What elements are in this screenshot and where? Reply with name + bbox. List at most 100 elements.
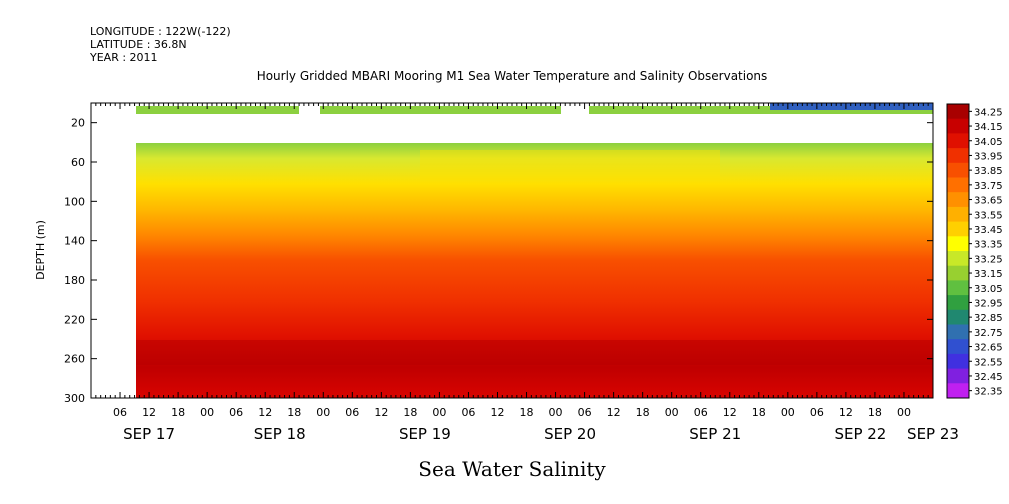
colorbar-label: 33.85: [974, 166, 1003, 177]
x-day-label: SEP 22: [834, 425, 886, 443]
x-hour-tick-label: 06: [694, 406, 708, 419]
x-hour-tick-label: 06: [578, 406, 592, 419]
x-day-label: SEP 17: [123, 425, 175, 443]
x-hour-tick-label: 12: [142, 406, 156, 419]
colorbar-label: 33.05: [974, 284, 1003, 295]
x-hour-tick-label: 00: [549, 406, 563, 419]
colorbar-label: 33.25: [974, 254, 1003, 265]
x-hour-tick-label: 00: [432, 406, 446, 419]
surface-band-3: [589, 106, 933, 114]
colorbar-swatch: [947, 133, 969, 149]
latitude-label: LATITUDE : 36.8N: [90, 38, 187, 51]
colorbar: 34.25 34.15 34.05 33.95 33.85 33.75 33.65 33.55…: [946, 103, 1003, 399]
x-day-label: SEP 19: [399, 425, 451, 443]
x-hour-tick-label: 12: [607, 406, 621, 419]
longitude-label: LONGITUDE : 122W(-122): [90, 25, 231, 38]
colorbar-swatch: [947, 118, 969, 134]
x-hour-tick-label: 18: [403, 406, 417, 419]
colorbar-swatch: [947, 309, 969, 325]
y-axis-label: DEPTH (m): [34, 220, 47, 280]
x-hour-tick-label: 06: [113, 406, 127, 419]
colorbar-swatch: [947, 251, 969, 267]
surface-band-1: [136, 106, 299, 114]
y-tick-label: 260: [64, 353, 85, 366]
colorbar-swatch: [947, 221, 969, 237]
colorbar-swatch: [947, 368, 969, 384]
colorbar-swatch: [947, 192, 969, 208]
x-hour-tick-label: 12: [490, 406, 504, 419]
colorbar-swatch: [947, 104, 969, 120]
x-hour-tick-label: 06: [461, 406, 475, 419]
y-tick-label: 300: [64, 392, 85, 405]
colorbar-swatch: [947, 236, 969, 252]
y-tick-label: 100: [64, 195, 85, 208]
colorbar-swatch: [947, 280, 969, 296]
x-hour-tick-label: 06: [229, 406, 243, 419]
colorbar-swatch: [947, 162, 969, 178]
x-day-label: SEP 20: [544, 425, 596, 443]
upper-yellow-band: [420, 150, 720, 180]
year-label: YEAR : 2011: [90, 51, 158, 64]
colorbar-label: 32.75: [974, 328, 1003, 339]
colorbar-label: 33.15: [974, 269, 1003, 280]
colorbar-label: 32.35: [974, 387, 1003, 398]
x-hour-tick-label: 18: [868, 406, 882, 419]
colorbar-swatch: [947, 353, 969, 370]
y-tick-label: 140: [64, 235, 85, 248]
colorbar-label: 32.55: [974, 357, 1003, 368]
colorbar-label: 33.55: [974, 210, 1003, 221]
y-tick-label: 60: [71, 156, 85, 169]
y-tick-label: 220: [64, 313, 85, 326]
x-hour-tick-label: 00: [897, 406, 911, 419]
colorbar-swatch: [947, 324, 969, 340]
x-day-label: SEP 18: [254, 425, 306, 443]
y-tick-label: 20: [71, 117, 85, 130]
colorbar-swatch: [947, 383, 969, 399]
colorbar-label: 33.45: [974, 225, 1003, 236]
deep-salinity-band: [136, 340, 933, 365]
colorbar-swatch: [947, 265, 969, 281]
colorbar-swatch: [947, 295, 969, 311]
y-axis: 20 60 100 140 180 220 260 300: [64, 117, 933, 405]
x-hour-tick-label: 12: [839, 406, 853, 419]
x-hour-tick-label: 00: [316, 406, 330, 419]
chart-title: Hourly Gridded MBARI Mooring M1 Sea Wate…: [257, 69, 768, 83]
colorbar-label: 32.95: [974, 298, 1003, 309]
x-hour-tick-label: 00: [781, 406, 795, 419]
x-hour-tick-label: 06: [345, 406, 359, 419]
colorbar-label: 34.25: [974, 107, 1003, 118]
colorbar-swatch: [947, 206, 969, 223]
x-day-label: SEP 23: [907, 425, 959, 443]
x-hour-tick-label: 12: [374, 406, 388, 419]
colorbar-swatch: [947, 177, 969, 193]
colorbar-swatch: [947, 148, 969, 164]
plot-area: [90, 102, 934, 399]
y-tick-label: 180: [64, 274, 85, 287]
x-axis-label: Sea Water Salinity: [418, 457, 606, 481]
x-hour-tick-label: 12: [723, 406, 737, 419]
surface-band-low-salinity: [770, 103, 933, 110]
x-hour-tick-label: 12: [258, 406, 272, 419]
colorbar-label: 32.85: [974, 313, 1003, 324]
colorbar-frame: [946, 103, 970, 399]
x-hour-tick-label: 18: [171, 406, 185, 419]
colorbar-label: 32.45: [974, 372, 1003, 383]
x-hour-tick-label: 18: [752, 406, 766, 419]
colorbar-label: 33.35: [974, 240, 1003, 251]
colorbar-label: 33.65: [974, 196, 1003, 207]
x-axis: 06 12 18 00 06 12 18 00 06 12 18 00 06 12 18 00 06 12 18 00…: [90, 103, 959, 443]
x-hour-tick-label: 18: [287, 406, 301, 419]
colorbar-label: 33.75: [974, 181, 1003, 192]
x-hour-tick-label: 06: [810, 406, 824, 419]
x-day-label: SEP 21: [689, 425, 741, 443]
x-hour-tick-label: 18: [520, 406, 534, 419]
colorbar-label: 34.15: [974, 122, 1003, 133]
x-hour-tick-label: 18: [636, 406, 650, 419]
colorbar-label: 33.95: [974, 151, 1003, 162]
x-hour-tick-label: 00: [200, 406, 214, 419]
x-hour-tick-label: 00: [665, 406, 679, 419]
colorbar-swatch: [947, 339, 969, 355]
surface-band-2: [320, 106, 561, 114]
colorbar-label: 34.05: [974, 137, 1003, 148]
